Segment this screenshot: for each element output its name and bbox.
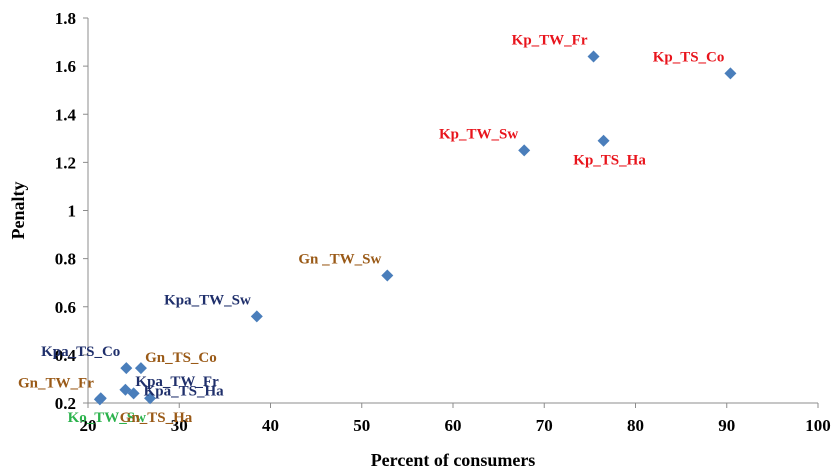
data-point [587,50,600,63]
point-label: Gn _TW_Sw [298,251,381,267]
y-tick-label: 0.2 [55,394,76,413]
data-point [597,134,610,147]
point-label: Kpa_TS_Ha [144,383,225,399]
y-tick-label: 1 [68,202,77,221]
y-tick-labels: 0.2 0.4 0.6 0.8 1 1.2 1.4 1.6 1.8 [55,9,88,413]
x-axis-title: Percent of consumers [371,450,536,470]
y-tick-label: 1.6 [55,57,76,76]
point-label: Kp_TS_Co [653,49,725,65]
x-tick-label: 20 [80,416,97,435]
x-tick-label: 70 [536,416,553,435]
data-point [518,144,531,157]
point-label: Gn_TS_Ha [120,410,193,426]
point-label: Gn_TW_Fr [18,375,94,391]
point-label: Kp_TW_Sw [439,126,518,142]
point-label: Kp_TW_Fr [512,33,588,49]
data-point [724,67,737,80]
point-label: Kp_TS_Ha [573,153,646,169]
point-label: Gn_TS_Co [145,350,217,366]
data-point [94,392,107,405]
point-label: Kpa_TW_Sw [164,292,251,308]
y-tick-label: 1.2 [55,153,76,172]
data-point [134,362,147,375]
data-point [250,310,263,323]
x-tick-label: 30 [171,416,188,435]
y-tick-label: 0.4 [55,346,77,365]
point-labels: Kp_TW_Fr Kp_TS_Co Kp_TW_Sw Kp_TS_Ha Gn _TW_S… [18,33,724,427]
data-point [381,269,394,282]
point-label: Kpa_TW_Fr [135,374,219,390]
data-point [144,392,157,405]
y-tick-label: 0.6 [55,298,76,317]
data-point [127,387,140,400]
y-tick-label: 1.4 [55,105,77,124]
axes [87,18,818,404]
x-tick-label: 90 [718,416,735,435]
x-tick-label: 80 [627,416,644,435]
x-tick-label: 100 [805,416,831,435]
data-points [93,50,737,406]
x-tick-labels: 20 30 40 50 60 70 80 90 100 [80,403,831,435]
y-tick-label: 0.8 [55,250,76,269]
data-point [119,383,132,396]
point-label: Ko_TW_Sw [68,410,147,426]
x-tick-label: 50 [353,416,370,435]
y-tick-label: 1.8 [55,9,76,28]
y-axis-title: Penalty [8,182,28,240]
point-label: Kpa_TS_Co [41,344,120,360]
x-tick-label: 40 [262,416,279,435]
x-tick-label: 60 [445,416,462,435]
data-point [120,362,133,375]
